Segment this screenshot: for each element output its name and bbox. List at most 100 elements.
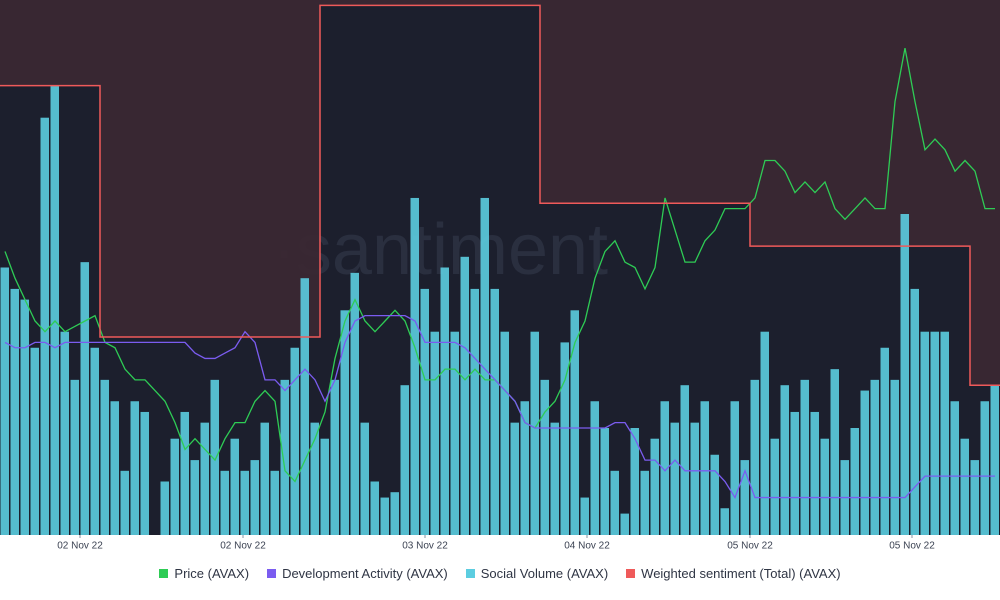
social-volume-bar [830,369,839,535]
social-volume-bar [780,385,789,535]
social-volume-bar [330,379,339,535]
social-volume-bar [610,470,619,535]
social-volume-bar [650,438,659,535]
social-volume-bar [30,347,39,535]
legend-label: Weighted sentiment (Total) (AVAX) [641,566,841,581]
social-volume-bar [730,401,739,535]
legend-swatch [159,569,169,578]
social-volume-bar [260,422,269,535]
social-volume-bar [750,379,759,535]
social-volume-bar [170,438,179,535]
social-volume-bar [410,197,419,535]
social-volume-bar [360,422,369,535]
social-volume-bar [370,481,379,535]
legend-item[interactable]: Development Activity (AVAX) [267,566,448,581]
watermark: ·santiment [272,210,608,290]
social-volume-bar [180,411,189,535]
social-volume-bar [220,470,229,535]
sentiment-area [0,0,1000,386]
social-volume-bar [80,262,89,535]
social-volume-bar [950,401,959,535]
social-volume-bar [680,385,689,535]
social-volume-bar [290,347,299,535]
social-volume-bar [300,278,309,535]
social-volume-bar [510,422,519,535]
social-volume-bar [660,401,669,535]
legend-swatch [626,569,636,578]
social-volume-bar [710,454,719,535]
social-volume-bar [960,438,969,535]
social-volume-bar [530,331,539,535]
social-volume-bar [70,379,79,535]
social-volume-bar [490,288,499,535]
social-volume-bar [40,117,49,535]
social-volume-bar [120,470,129,535]
social-volume-bar [880,347,889,535]
social-volume-bar [450,331,459,535]
social-volume-bar [870,379,879,535]
social-volume-bar [700,401,709,535]
social-volume-bar [100,379,109,535]
social-volume-bar [10,288,19,535]
social-volume-bar [570,310,579,535]
social-volume-bar [760,331,769,535]
social-volume-bar [90,347,99,535]
x-tick-label: 05 Nov 22 [727,541,773,552]
legend-label: Development Activity (AVAX) [282,566,448,581]
social-volume-bar [810,411,819,535]
social-volume-bar [600,428,609,535]
legend-item[interactable]: Price (AVAX) [159,566,249,581]
social-volume-bar [430,331,439,535]
social-volume-bar [770,438,779,535]
social-volume-bar [50,85,59,535]
social-volume-bar [420,288,429,535]
social-volume-bar [940,331,949,535]
social-volume-bar [580,497,589,535]
social-volume-bar [550,422,559,535]
social-volume-bar [160,481,169,535]
legend-swatch [465,569,475,578]
social-volume-bar [560,342,569,535]
social-volume-bar [460,256,469,535]
social-volume-bar [630,428,639,535]
social-volume-bar [850,428,859,535]
social-volume-bar [390,492,399,535]
social-volume-bar [270,470,279,535]
social-volume-bar [820,438,829,535]
legend-label: Price (AVAX) [174,566,250,581]
social-volume-bar [540,379,549,535]
social-volume-bar [240,470,249,535]
social-volume-bar [60,331,69,535]
social-volume-bar [990,385,999,535]
social-volume-bar [900,214,909,535]
sentiment-line [0,4,1000,386]
social-volume-bar [440,267,449,535]
social-volume-bar [110,401,119,535]
social-volume-bar [970,460,979,535]
social-volume-bar [380,497,389,535]
social-volume-bar [720,508,729,535]
social-volume-bar [210,379,219,535]
social-volume-bar [690,422,699,535]
social-volume-bar [860,390,869,535]
social-volume-bar [620,513,629,535]
social-volume-bar [200,422,209,535]
social-volume-bar [310,422,319,535]
social-volume-bar [320,438,329,535]
social-volume-bar [350,272,359,535]
social-volume-bar [670,422,679,535]
social-volume-bar [0,267,9,535]
social-volume-bar [140,411,149,535]
social-volume-bar [980,401,989,535]
social-volume-bar [470,288,479,535]
social-volume-bar [890,379,899,535]
legend-item[interactable]: Social Volume (AVAX) [465,566,608,581]
chart: ·santiment 02 Nov 22 02 Nov 22 03 Nov 22 04… [0,0,1000,552]
legend: Price (AVAX) Development Activity (AVAX) S… [0,566,1000,581]
social-volume-bar [280,379,289,535]
social-volume-bar [230,438,239,535]
legend-item[interactable]: Weighted sentiment (Total) (AVAX) [626,566,841,581]
x-tick-label: 05 Nov 22 [889,541,935,552]
social-volume-bar [480,197,489,535]
social-volume-bar [590,401,599,535]
